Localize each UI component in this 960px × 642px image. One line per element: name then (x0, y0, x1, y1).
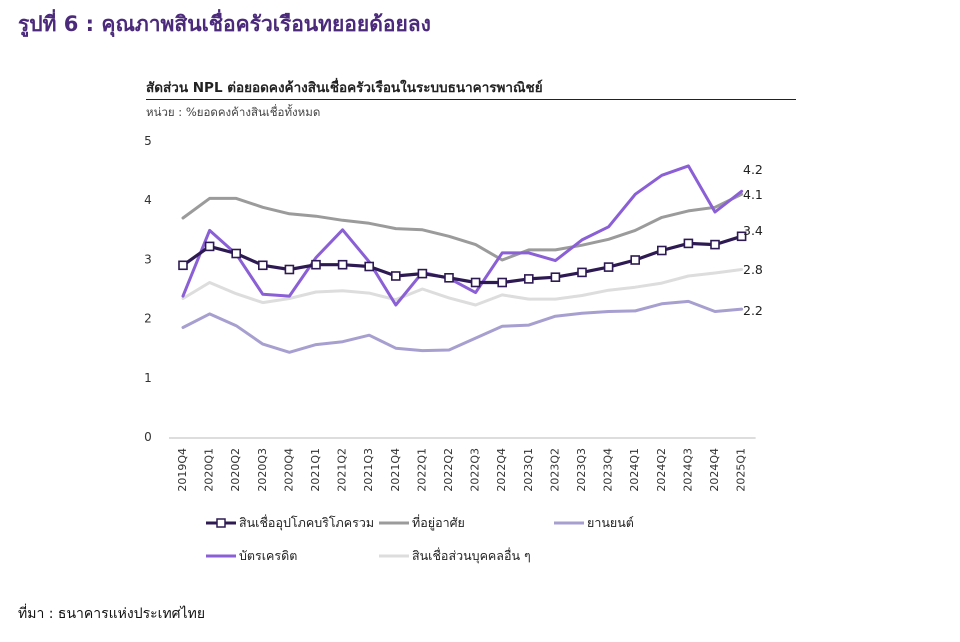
y-tick-label: 4 (144, 193, 152, 207)
y-tick-label: 5 (144, 134, 152, 148)
legend-item-credit: บัตรเครดิต (205, 546, 297, 566)
x-tick-label: 2022Q1 (415, 448, 428, 492)
series-marker-total (204, 241, 215, 252)
end-value-label: 4.1 (743, 187, 763, 202)
line-chart: 0 1 2 3 4 5 2019Q4 2020Q1 2020Q2 2020Q3 2020Q4 202… (144, 134, 763, 492)
end-value-label: 2.8 (743, 262, 763, 277)
x-tick-label: 2021Q3 (362, 448, 375, 492)
legend-label-housing: ที่อยู่อาศัย (412, 515, 465, 530)
series-marker-total (417, 268, 428, 279)
series-line-total (181, 234, 744, 285)
end-value-label: 4.2 (743, 162, 763, 177)
x-tick-label: 2023Q2 (548, 448, 561, 492)
x-tick-label: 2024Q4 (708, 448, 721, 492)
series-marker-total (603, 262, 614, 272)
series-marker-total (364, 261, 375, 272)
series-marker-total (311, 259, 321, 270)
legend-item-auto: ยานยนต์ (553, 513, 634, 533)
series-marker-total (710, 239, 720, 250)
x-tick-label: 2020Q1 (203, 448, 216, 492)
series-marker-total (231, 248, 241, 259)
series-line-other (181, 268, 744, 307)
y-tick-label: 1 (144, 371, 152, 385)
y-tick-label: 2 (144, 312, 152, 326)
end-value-label: 2.2 (743, 303, 763, 318)
x-tick-label: 2023Q4 (602, 448, 615, 492)
legend-swatch-auto (554, 521, 584, 525)
x-tick-label: 2021Q1 (309, 448, 322, 492)
x-tick-label: 2025Q1 (735, 448, 748, 492)
x-tick-label: 2021Q2 (336, 448, 349, 492)
series-marker-total (577, 267, 587, 278)
y-axis-ticks: 0 1 2 3 4 5 (144, 134, 152, 444)
series-marker-total (257, 260, 268, 271)
y-tick-label: 3 (144, 252, 152, 266)
legend-swatch-other (379, 554, 409, 558)
series-markers (178, 231, 747, 288)
series-marker-total (656, 245, 667, 256)
series-line-credit (181, 164, 744, 307)
series-marker-total (497, 277, 508, 288)
legend-swatch-credit (206, 554, 236, 558)
series-marker-total (550, 272, 561, 283)
figure-title: รูปที่ 6 : คุณภาพสินเชื่อครัวเรือนทยอยด้… (18, 12, 431, 36)
x-axis: 2019Q4 2020Q1 2020Q2 2020Q3 2020Q4 2021Q1 2021… (169, 437, 756, 492)
x-tick-label: 2023Q1 (522, 448, 535, 492)
x-tick-label: 2024Q2 (655, 448, 668, 492)
series-marker-total (630, 255, 641, 265)
x-tick-label: 2022Q4 (495, 448, 508, 492)
x-tick-label: 2020Q2 (229, 448, 242, 492)
legend-label-credit: บัตรเครดิต (239, 548, 298, 563)
series-lines (181, 164, 744, 354)
unit-label: หน่วย : %ยอดคงค้างสินเชื่อทั้งหมด (146, 105, 321, 119)
series-marker-total (284, 264, 295, 275)
legend-item-housing: ที่อยู่อาศัย (378, 513, 465, 533)
x-tick-label: 2019Q4 (176, 448, 189, 492)
legend-item-other: สินเชื่อส่วนบุคคลอื่น ๆ (378, 546, 531, 566)
x-tick-label: 2020Q3 (256, 448, 269, 492)
chart-title: สัดส่วน NPL ต่อยอดคงค้างสินเชื่อครัวเรือ… (146, 80, 543, 96)
legend-label-auto: ยานยนต์ (587, 515, 634, 530)
series-marker-total (736, 231, 747, 242)
source-note: ที่มา : ธนาคารแห่งประเทศไทย (18, 606, 206, 622)
legend-swatch-total (206, 518, 236, 528)
legend-swatch-housing (379, 521, 409, 525)
series-line-housing (181, 192, 744, 262)
y-tick-label: 0 (144, 430, 152, 444)
x-tick-label: 2023Q3 (575, 448, 588, 492)
x-tick-label: 2021Q4 (389, 448, 402, 492)
x-tick-label: 2020Q4 (282, 448, 295, 492)
legend-label-total: สินเชื่ออุปโภคบริโภครวม (239, 515, 375, 530)
x-tick-label: 2024Q1 (628, 448, 641, 492)
x-tick-label: 2022Q2 (442, 448, 455, 492)
series-marker-total (178, 260, 188, 271)
series-marker-total (444, 272, 454, 283)
series-marker-total (390, 271, 401, 281)
series-marker-total (523, 274, 534, 284)
series-marker-total (337, 259, 348, 270)
series-line-auto (181, 299, 744, 354)
legend-label-other: สินเชื่อส่วนบุคคลอื่น ๆ (412, 548, 531, 563)
x-tick-label: 2022Q3 (469, 448, 482, 492)
series-marker-total (683, 238, 694, 249)
end-value-label: 3.4 (743, 223, 763, 238)
legend-item-total: สินเชื่ออุปโภคบริโภครวม (205, 513, 374, 533)
title-rule (146, 99, 796, 100)
x-tick-label: 2024Q3 (681, 448, 694, 492)
series-marker-total (470, 277, 481, 288)
end-labels: 4.2 4.1 3.4 2.8 2.2 (743, 162, 763, 318)
